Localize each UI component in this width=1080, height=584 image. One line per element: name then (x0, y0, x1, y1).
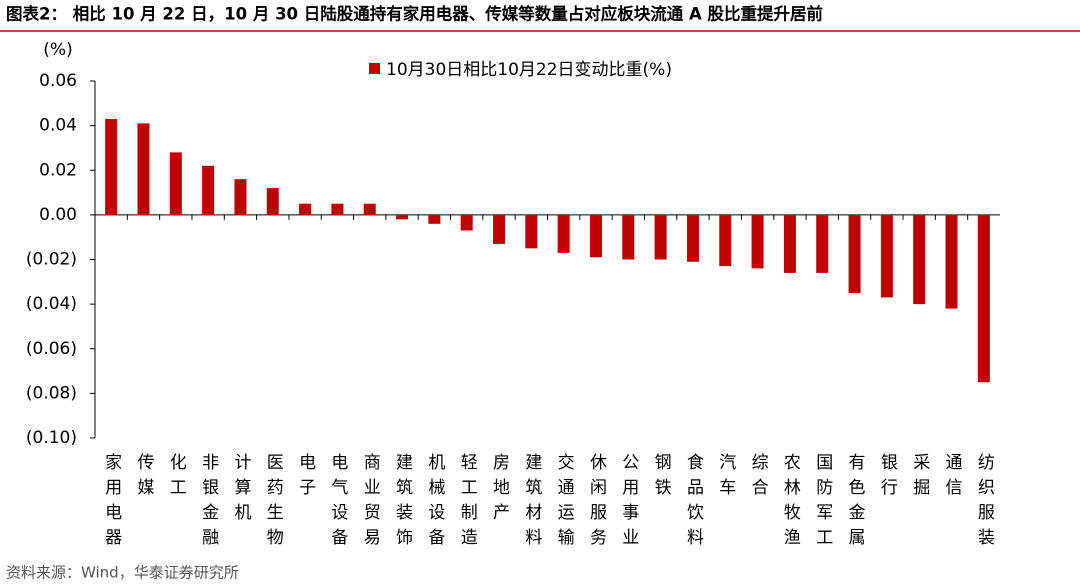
x-tick-label: 医药生物 (263, 453, 284, 553)
bar (913, 214, 926, 305)
bar (396, 214, 409, 220)
y-tick-label: (0.04) (26, 294, 77, 314)
x-tick-label: 电气设备 (327, 453, 348, 553)
x-tick-label: 钢铁 (651, 453, 672, 503)
x-tick-label: 建筑装饰 (392, 453, 413, 553)
x-tick-label: 计算机 (230, 453, 251, 528)
bar (686, 214, 699, 262)
x-tick-label: 综合 (748, 453, 769, 503)
bar (363, 203, 376, 215)
bar (816, 214, 829, 273)
bar (299, 203, 312, 215)
bar (945, 214, 958, 309)
bar (589, 214, 602, 258)
x-tick-label: 有色金属 (845, 453, 866, 553)
x-tick-label: 非银金融 (198, 453, 219, 553)
bar (234, 179, 247, 215)
y-tick-label: 0.00 (39, 205, 77, 225)
bar (848, 214, 861, 293)
x-tick-label: 建筑材料 (521, 453, 542, 553)
x-tick-label: 家用电器 (101, 453, 122, 553)
bar (751, 214, 764, 269)
x-tick-label: 传媒 (133, 453, 154, 503)
bar (202, 165, 215, 215)
bar (266, 188, 279, 215)
x-tick-label: 食品饮料 (683, 453, 704, 553)
y-tick-label: (0.06) (26, 339, 77, 359)
bar (719, 214, 732, 267)
x-tick-label: 休闲服务 (586, 453, 607, 553)
bar (137, 123, 150, 215)
x-tick-label: 采掘 (909, 453, 930, 503)
bar (783, 214, 796, 273)
bar (169, 152, 182, 215)
bar (977, 214, 990, 383)
legend-label: 10月30日相比10月22日变动比重(%) (386, 60, 672, 80)
y-tick-label: (0.02) (26, 250, 77, 270)
bar (460, 214, 473, 231)
x-tick-label: 银行 (877, 453, 898, 503)
x-tick-label: 通信 (942, 453, 963, 503)
bar (880, 214, 893, 298)
y-tick-label: (0.08) (26, 383, 77, 403)
x-tick-label: 机械设备 (424, 453, 445, 553)
source: 资料来源：Wind，华泰证券研究所 (6, 564, 239, 582)
y-tick-label: 0.06 (39, 71, 77, 91)
y-tick-label: (0.10) (26, 428, 77, 448)
bar (428, 214, 441, 224)
y-tick-label: 0.02 (39, 160, 77, 180)
bar (105, 118, 118, 215)
x-tick-label: 国防军工 (812, 453, 833, 553)
x-tick-label: 农林牧渔 (780, 453, 801, 553)
chart-title: 图表2： 相比 10 月 22 日，10 月 30 日陆股通持有家用电器、传媒等… (6, 4, 823, 24)
bar (525, 214, 538, 249)
x-tick-label: 房地产 (489, 453, 510, 528)
x-tick-label: 轻工制造 (457, 453, 478, 553)
bar (622, 214, 635, 260)
x-tick-label: 汽车 (715, 453, 736, 503)
legend-swatch (369, 63, 380, 74)
x-tick-label: 交通运输 (554, 453, 575, 553)
x-tick-label: 化工 (166, 453, 187, 503)
y-unit: (%) (43, 40, 72, 60)
x-tick-label: 商业贸易 (360, 453, 381, 553)
bar (557, 214, 570, 253)
bar (493, 214, 506, 244)
y-tick-label: 0.04 (39, 116, 77, 136)
x-tick-label: 公用事业 (618, 453, 639, 553)
bar (331, 203, 344, 215)
x-tick-label: 电子 (295, 453, 316, 503)
bar (654, 214, 667, 260)
x-tick-label: 纺织服装 (974, 453, 995, 553)
